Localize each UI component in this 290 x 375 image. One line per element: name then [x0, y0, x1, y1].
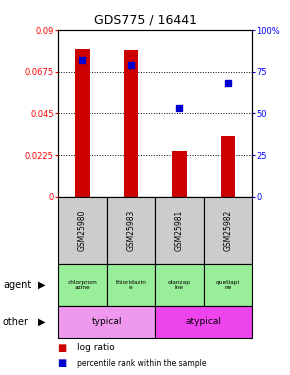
Bar	[221, 136, 235, 197]
Bar	[106, 197, 155, 264]
Text: olanzap
ine: olanzap ine	[168, 280, 191, 290]
Text: atypical: atypical	[186, 317, 222, 326]
Bar	[155, 306, 252, 338]
Point	[128, 62, 133, 68]
Text: agent: agent	[3, 280, 31, 290]
Text: other: other	[3, 316, 29, 327]
Text: quetiapi
ne: quetiapi ne	[216, 280, 240, 290]
Bar	[58, 197, 106, 264]
Bar	[124, 50, 138, 197]
Bar	[75, 48, 90, 197]
Text: ■: ■	[58, 343, 70, 353]
Text: log ratio: log ratio	[77, 344, 115, 352]
Bar	[106, 264, 155, 306]
Text: percentile rank within the sample: percentile rank within the sample	[77, 358, 206, 368]
Text: ▶: ▶	[38, 280, 46, 290]
Bar	[155, 197, 204, 264]
Text: GSM25981: GSM25981	[175, 210, 184, 251]
Bar	[58, 306, 155, 338]
Bar	[204, 264, 252, 306]
Text: ■: ■	[58, 358, 70, 368]
Bar	[58, 264, 106, 306]
Text: GDS775 / 16441: GDS775 / 16441	[93, 13, 197, 26]
Point	[177, 105, 182, 111]
Text: ▶: ▶	[38, 316, 46, 327]
Point	[80, 57, 85, 63]
Text: GSM25980: GSM25980	[78, 210, 87, 251]
Text: chlorprom
azine: chlorprom azine	[67, 280, 97, 290]
Bar	[172, 150, 187, 197]
Text: GSM25983: GSM25983	[126, 210, 135, 251]
Bar	[204, 197, 252, 264]
Text: typical: typical	[91, 317, 122, 326]
Text: thioridazin
e: thioridazin e	[115, 280, 146, 290]
Bar	[155, 264, 204, 306]
Text: GSM25982: GSM25982	[224, 210, 233, 251]
Point	[226, 80, 230, 86]
